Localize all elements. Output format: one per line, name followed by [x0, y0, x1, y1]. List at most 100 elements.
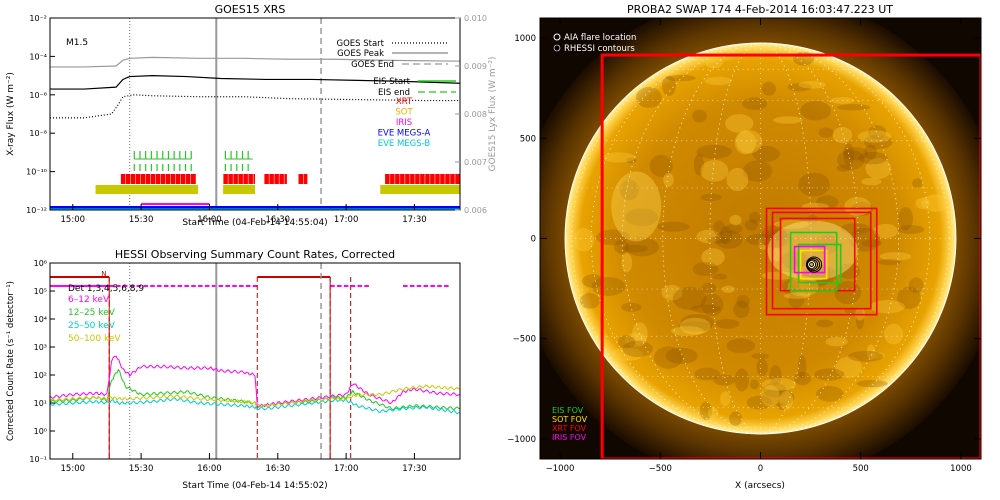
solar-texture-patch	[734, 368, 750, 392]
solar-texture-patch	[865, 158, 892, 180]
sot-coverage-bar	[380, 185, 460, 194]
solar-longitude-line	[662, 42, 859, 435]
solar-texture-patch	[803, 265, 838, 285]
solar-texture-patch	[679, 317, 711, 335]
solar-texture-patch	[760, 385, 780, 407]
solar-texture-patch	[580, 292, 600, 309]
solar-texture-patch	[736, 129, 763, 154]
solar-texture-patch	[591, 277, 626, 296]
hessi-title: HESSI Observing Summary Count Rates, Cor…	[115, 248, 395, 261]
goes-y-tick-label: 10⁻¹⁰	[26, 168, 47, 177]
goes-legend-label: EVE MEGS-A	[378, 129, 431, 139]
solar-texture-patch	[714, 230, 743, 249]
hessi-x-axis-label: Start Time (04-Feb-14 14:55:02)	[182, 481, 327, 491]
swap-fov-legend-label: EIS FOV	[552, 406, 584, 415]
rhessi-contour	[805, 256, 823, 273]
solar-texture-patch	[797, 355, 807, 379]
hessi-x-tick-label: 16:30	[266, 464, 291, 474]
solar-texture-patch	[657, 221, 690, 232]
solar-texture-patch	[625, 208, 659, 227]
goes-legend-label: EIS Start	[373, 77, 410, 87]
hessi-panel: HESSI Observing Summary Count Rates, Cor…	[6, 248, 461, 491]
solar-texture-patch	[746, 233, 775, 246]
hessi-plot-frame	[49, 262, 461, 460]
goes-y-tick-label: 10⁻²	[29, 14, 47, 23]
solar-texture-patch	[761, 378, 797, 391]
solar-longitude-line	[621, 42, 900, 435]
swap-x-axis-label: X (arcsecs)	[735, 481, 785, 491]
solar-texture-patch	[665, 347, 698, 365]
hessi-x-tick-label: 15:30	[129, 464, 154, 474]
hessi-y-tick-label: 10²	[34, 371, 47, 380]
xrt-coverage-bar	[384, 174, 460, 184]
solar-texture-patch	[873, 223, 898, 239]
hessi-count-rate-curve-3	[49, 384, 461, 408]
solar-texture-patch	[700, 193, 723, 202]
hessi-y-tick-label: 10⁵	[34, 287, 47, 296]
goes-title: GOES15 XRS	[215, 3, 286, 16]
goes-y-tick-label: 10⁻⁶	[29, 91, 47, 100]
solar-texture-patch	[719, 226, 733, 245]
goes-flux-curve-0	[50, 56, 461, 68]
goes-legend-label: IRIS	[396, 118, 412, 128]
solar-texture-patch	[573, 228, 595, 252]
hessi-n-marker: N	[101, 270, 106, 278]
solar-texture-patch	[699, 401, 712, 421]
solar-texture-patch	[694, 367, 720, 381]
solar-texture-patch	[908, 277, 924, 294]
swap-legend-label: AIA flare location	[564, 33, 636, 43]
swap-x-tick-label: 0	[758, 464, 763, 474]
solar-texture-patch	[725, 114, 754, 133]
hessi-legend-label: 50–100 keV	[68, 334, 121, 344]
solar-texture-patch	[863, 134, 893, 150]
solar-texture-patch	[794, 371, 811, 386]
xrt-coverage-bar	[120, 174, 196, 184]
solar-texture-patch	[775, 230, 790, 247]
fov-box-sot	[799, 249, 828, 280]
solar-texture-patch	[836, 104, 871, 111]
solar-texture-patch	[915, 197, 930, 210]
goes-xrs-panel: GOES15 XRS 10⁻¹² 10⁻¹⁰ 10⁻⁸ 10⁻⁶ 10⁻⁴ 10⁻² 0.…	[6, 3, 498, 228]
xrt-coverage-bar	[264, 174, 287, 184]
sot-coverage-bar	[95, 185, 199, 194]
swap-y-tick-label: 0	[531, 235, 536, 245]
solar-texture-patch	[733, 300, 750, 319]
swap-x-tick-label: −1000	[546, 464, 575, 474]
goes-y2-tick-label: 0.007	[464, 158, 487, 167]
solar-texture-patch	[864, 144, 877, 160]
goes-legend-label: EVE MEGS-B	[378, 139, 431, 149]
solar-texture-patch	[622, 340, 653, 358]
fov-box-iris	[793, 245, 826, 274]
solar-texture-patch	[848, 350, 884, 362]
swap-legend-label: RHESSI contours	[564, 44, 635, 54]
solar-texture-patch	[800, 101, 832, 121]
hessi-x-tick-label: 15:00	[61, 464, 86, 474]
swap-x-tick-label: −500	[649, 464, 672, 474]
hessi-y-tick-label: 10³	[34, 343, 47, 352]
rhessi-contour	[809, 262, 815, 268]
goes-legend-label: XRT	[396, 97, 413, 107]
goes-y-tick-label: 10⁻⁴	[29, 52, 47, 61]
solar-texture-patch	[619, 179, 639, 201]
solar-texture-patch	[622, 244, 648, 253]
swap-x-tick-label: 1000	[950, 464, 972, 474]
solar-texture-patch	[783, 292, 811, 299]
solar-texture-patch	[734, 130, 757, 155]
goes-legend-label: SOT	[395, 108, 413, 118]
solar-texture-patch	[779, 390, 794, 411]
hessi-count-rate-curve-0	[49, 355, 461, 408]
solar-texture-patch	[602, 152, 636, 163]
solar-texture-patch	[840, 223, 871, 235]
solar-texture-patch	[742, 97, 768, 111]
solar-texture-patch	[879, 252, 912, 261]
hessi-detectors-label: Det 1,3,4,5,6,8,9	[68, 284, 144, 294]
solar-texture-patch	[661, 75, 676, 97]
solar-texture-patch	[596, 229, 630, 246]
solar-texture-patch	[762, 382, 787, 398]
solar-texture-patch	[777, 402, 787, 411]
sot-coverage-bar	[223, 185, 255, 194]
solar-texture-patch	[701, 282, 717, 294]
solar-texture-patch	[746, 395, 772, 410]
solar-texture-patch	[898, 207, 914, 231]
goes-x-tick-label: 16:30	[266, 215, 291, 225]
